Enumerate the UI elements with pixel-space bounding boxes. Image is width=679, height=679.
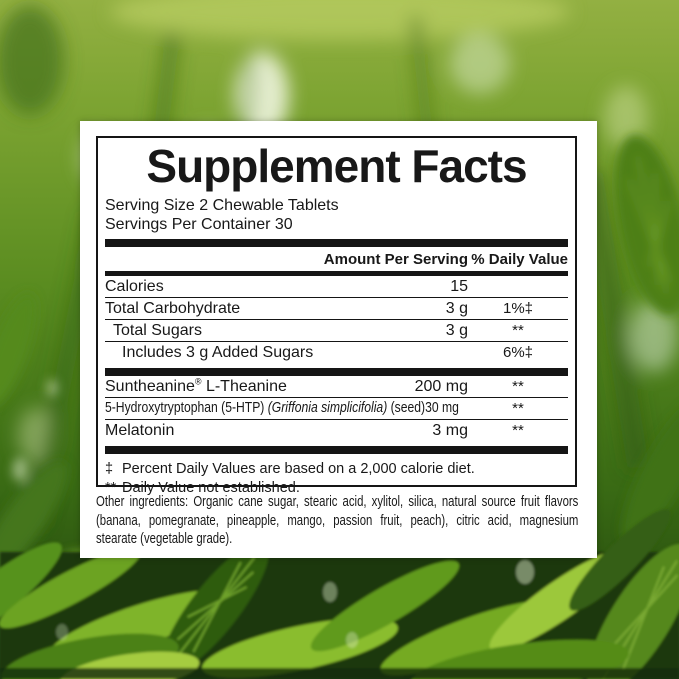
nutrient-amount: 3 g — [445, 322, 468, 339]
ingredient-name: 5-Hydroxytryptophan (5-HTP) (Griffonia s… — [105, 399, 459, 417]
divider-hairline — [105, 319, 568, 320]
nutrient-name: Includes 3 g Added Sugars — [122, 344, 314, 361]
botanical-name-italic: (Griffonia simplicifolia) — [267, 399, 388, 416]
nutrient-row-added-sugars: Includes 3 g Added Sugars 6%‡ — [105, 342, 568, 363]
ingredient-amount: 200 mg — [414, 378, 468, 395]
nutrient-row-total-carbohydrate: Total Carbohydrate 3 g 1%‡ — [105, 298, 568, 319]
footnote-marker: ‡ — [105, 461, 114, 477]
ingredient-dv: ** — [512, 400, 524, 417]
ingredient-row-l-theanine: Suntheanine® L-Theanine 200 mg ** — [105, 376, 568, 397]
footnote-daily-value: ‡ Percent Daily Values are based on a 2,… — [105, 460, 568, 479]
divider-thick — [105, 446, 568, 454]
footnote-not-established: ** Daily Value not established. — [105, 479, 568, 498]
supplement-facts-panel: Supplement Facts Serving Size 2 Chewable… — [80, 121, 597, 558]
column-header-row: Amount Per Serving % Daily Value — [105, 247, 568, 271]
ingredient-name: Melatonin — [105, 422, 175, 439]
ingredient-name-prefix: 5-Hydroxytryptophan (5-HTP) — [105, 399, 268, 416]
nutrient-name: Total Sugars — [113, 322, 202, 339]
divider-hairline — [105, 297, 568, 298]
ingredient-name: Suntheanine® L-Theanine — [105, 376, 388, 396]
daily-value-header: % Daily Value — [471, 251, 568, 268]
nutrient-name: Total Carbohydrate — [105, 300, 241, 317]
footnote-text: Percent Daily Values are based on a 2,00… — [122, 461, 475, 477]
footnote-text: Daily Value not established. — [122, 479, 300, 496]
divider-hairline — [105, 419, 568, 420]
supplement-facts-title: Supplement Facts — [146, 140, 527, 192]
divider-hairline — [105, 397, 568, 398]
supplement-facts-box: Supplement Facts Serving Size 2 Chewable… — [96, 136, 577, 496]
divider-medium — [105, 271, 568, 276]
registered-mark: ® — [194, 376, 202, 387]
other-ingredients-text: Other ingredients: Organic cane sugar, s… — [96, 494, 579, 548]
ingredient-dv: ** — [512, 378, 524, 395]
divider-thick — [105, 239, 568, 247]
ingredient-row-5-htp: 5-Hydroxytryptophan (5-HTP) (Griffonia s… — [105, 398, 568, 419]
nutrient-amount: 15 — [450, 278, 468, 295]
nutrient-row-calories: Calories 15 — [105, 276, 568, 297]
ingredient-row-melatonin: Melatonin 3 mg ** — [105, 420, 568, 441]
ingredient-amount: 30 mg — [425, 399, 459, 416]
nutrient-dv: 6%‡ — [502, 344, 534, 361]
ingredient-name-rest: L-Theanine — [201, 378, 287, 395]
nutrient-name: Calories — [105, 278, 164, 295]
ingredient-dv: ** — [512, 422, 524, 439]
footnotes: ‡ Percent Daily Values are based on a 2,… — [105, 460, 568, 497]
ingredient-name-suffix: (seed) — [387, 399, 426, 416]
serving-size-text: Serving Size 2 Chewable Tablets — [105, 197, 339, 214]
nutrient-row-total-sugars: Total Sugars 3 g ** — [105, 320, 568, 341]
divider-hairline — [105, 341, 568, 342]
ingredient-amount: 3 mg — [432, 422, 468, 439]
servings-per-container-text: Servings Per Container 30 — [105, 216, 293, 233]
divider-thick — [105, 368, 568, 376]
brand-name: Suntheanine — [105, 378, 195, 395]
nutrient-dv: ** — [512, 322, 524, 339]
footnote-marker: ** — [105, 479, 117, 496]
nutrient-amount: 3 g — [445, 300, 468, 317]
nutrient-dv: 1%‡ — [502, 300, 534, 317]
amount-per-serving-header: Amount Per Serving — [323, 251, 468, 268]
